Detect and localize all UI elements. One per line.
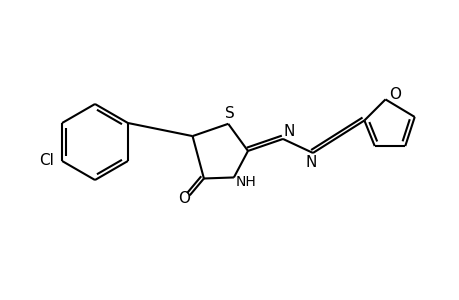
Text: N: N [283,124,294,140]
Text: N: N [305,155,316,170]
Text: O: O [177,191,190,206]
Text: NH: NH [235,176,256,189]
Text: O: O [389,87,401,102]
Text: S: S [225,106,235,121]
Text: Cl: Cl [39,152,53,167]
